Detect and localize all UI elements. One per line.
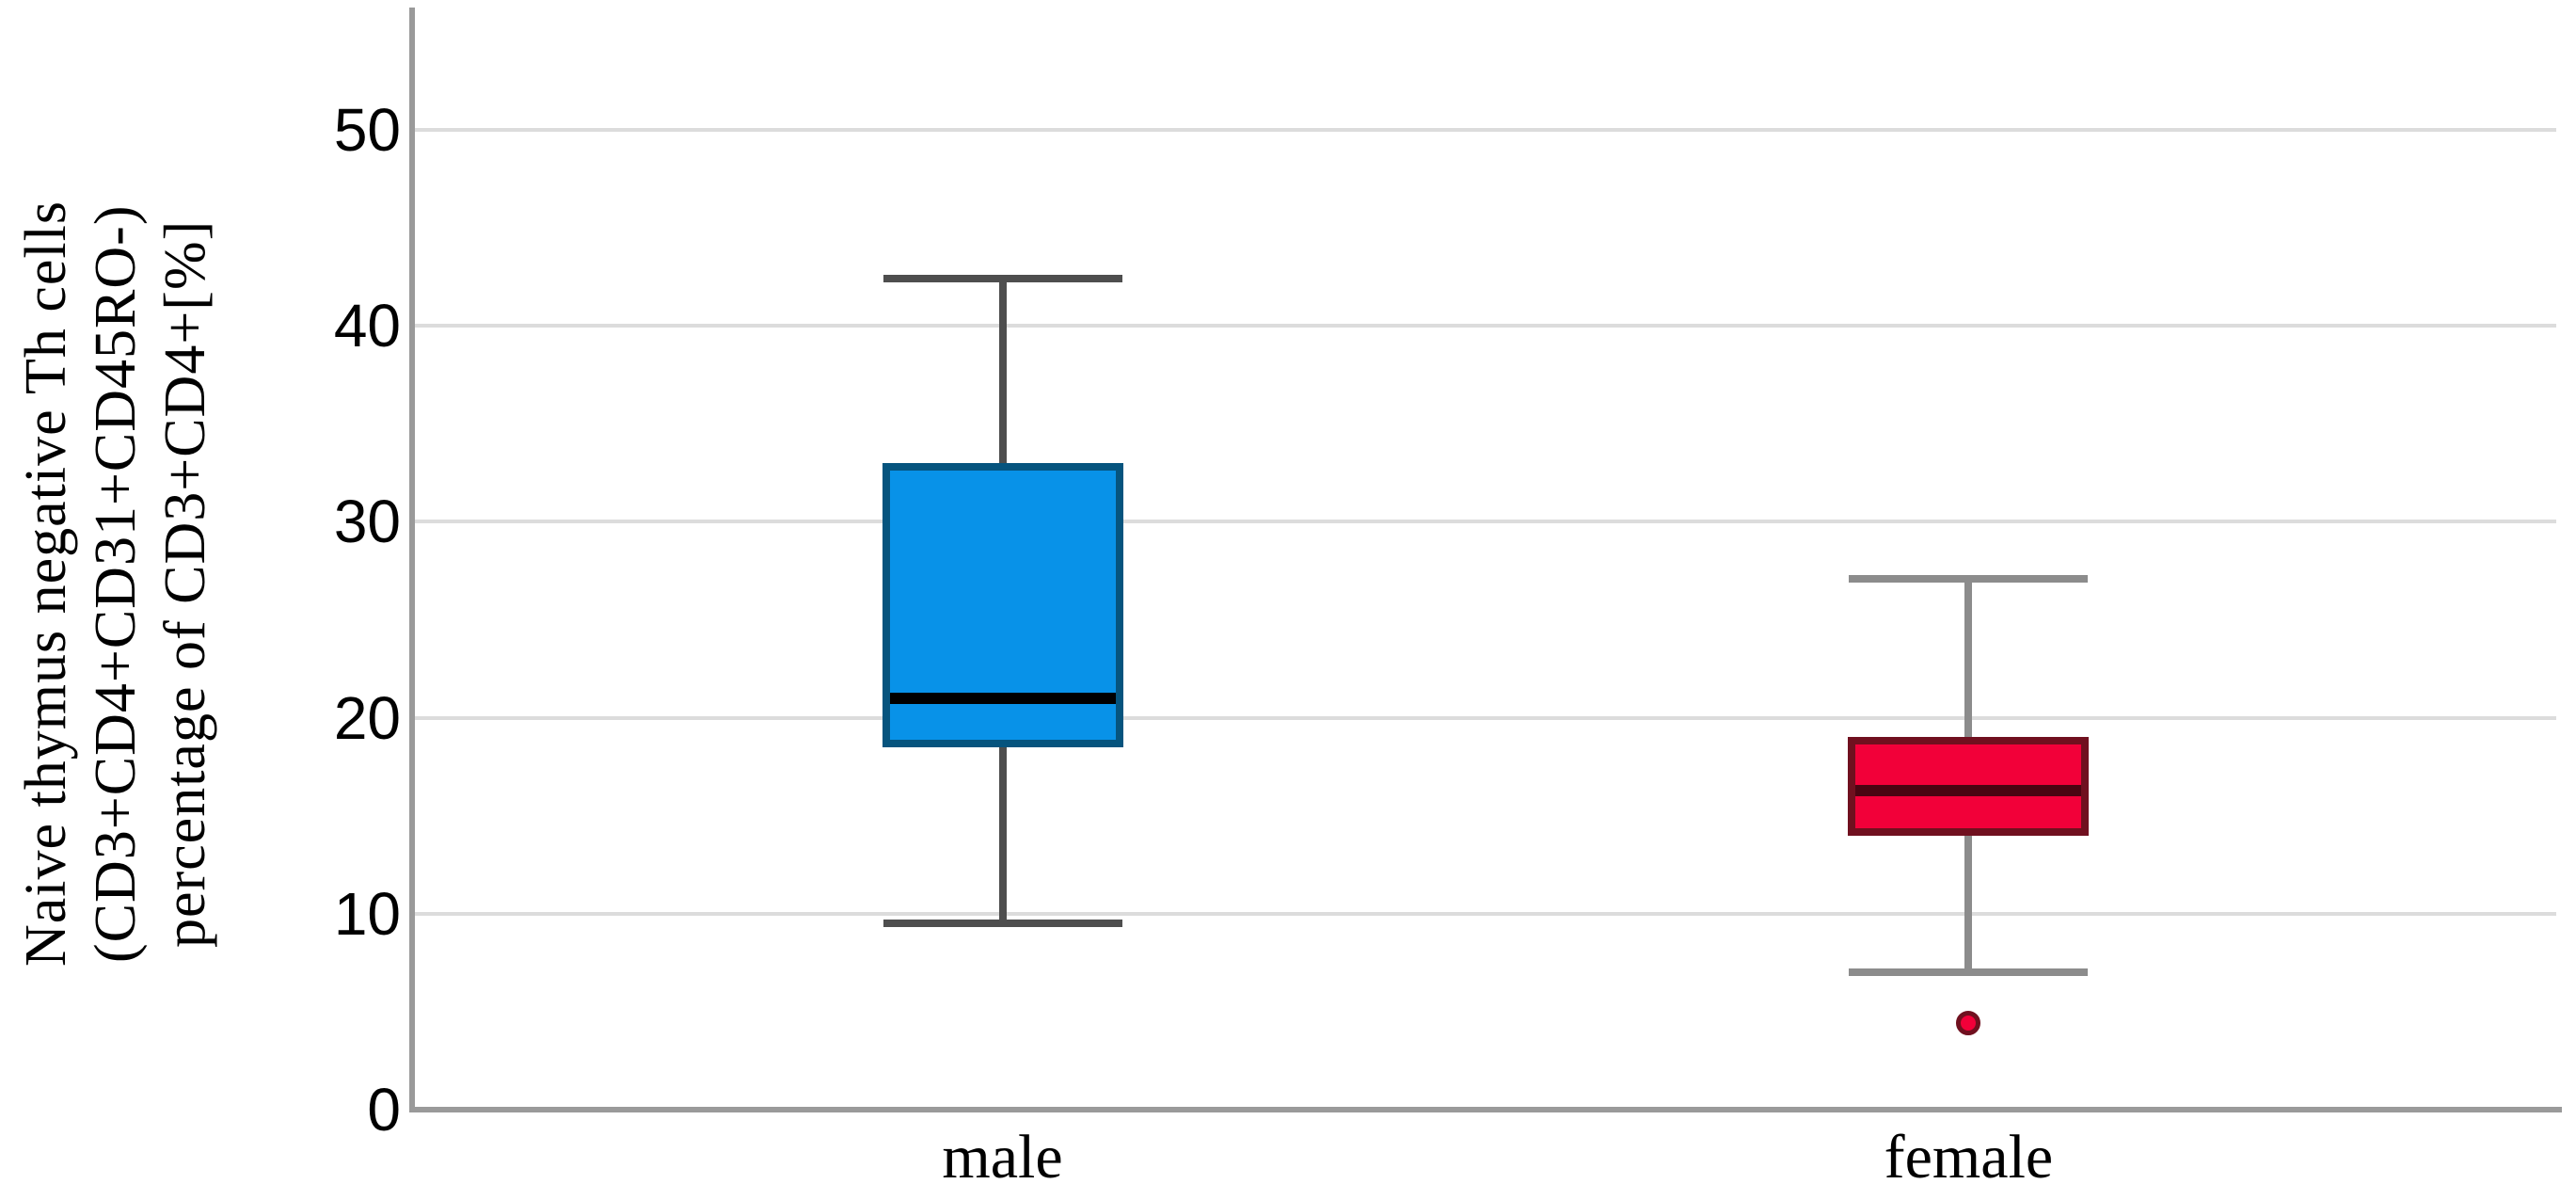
y-tick-label-50: 50: [333, 96, 401, 164]
y-tick-label-40: 40: [333, 292, 401, 360]
whisker-lower-stem-male: [998, 746, 1007, 924]
x-category-label-female: female: [1884, 1123, 2054, 1192]
median-male: [889, 692, 1116, 704]
x-category-label-male: male: [942, 1123, 1063, 1192]
whisker-upper-stem-female: [1964, 578, 1973, 738]
y-axis-title-line-1: Naive thymus negative Th cells: [14, 200, 78, 967]
y-axis-title-line-3: percentage of CD3+CD4+[%]: [153, 219, 217, 948]
y-tick-label-10: 10: [333, 879, 401, 948]
whisker-upper-cap-female: [1849, 574, 2089, 583]
x-axis-line: [409, 1107, 2562, 1112]
box-male: [882, 462, 1123, 747]
y-tick-label-0: 0: [367, 1076, 401, 1144]
whisker-lower-cap-female: [1849, 968, 2089, 977]
y-tick-label-30: 30: [333, 488, 401, 556]
gridline-50: [415, 128, 2556, 132]
y-tick-label-20: 20: [333, 683, 401, 752]
gridline-40: [415, 324, 2556, 328]
whisker-upper-stem-male: [998, 279, 1007, 463]
gridline-10: [415, 911, 2556, 916]
gridline-30: [415, 520, 2556, 524]
y-axis-line: [409, 8, 415, 1112]
gridline-20: [415, 715, 2556, 720]
whisker-upper-cap-male: [883, 275, 1122, 283]
median-female: [1855, 784, 2082, 796]
y-axis-title: Naive thymus negative Th cells (CD3+CD4+…: [11, 0, 228, 1167]
y-axis-title-line-2: (CD3+CD4+CD31+CD45RO-): [84, 204, 148, 963]
whisker-lower-stem-female: [1964, 835, 1973, 973]
outlier-female-0: [1956, 1011, 1981, 1036]
whisker-lower-cap-male: [883, 920, 1122, 928]
